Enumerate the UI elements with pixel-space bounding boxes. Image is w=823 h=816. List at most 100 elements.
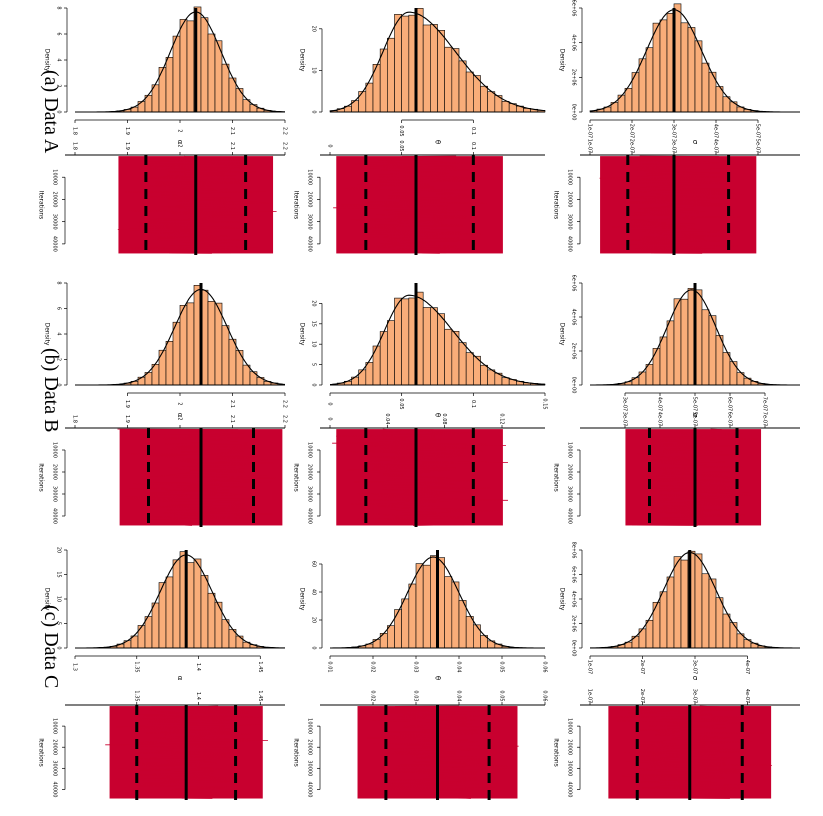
iteration-axis-label: Iterations bbox=[38, 738, 45, 767]
y-tick-label: 6 bbox=[56, 307, 62, 310]
x-tick-label: 3e-07 bbox=[692, 660, 698, 674]
trace-data-a-sigma: 1e-07 2e-07 3e-07 4e-07 5e-07 10000 20000 30000… bbox=[553, 139, 800, 255]
value-tick-label: 0.12 bbox=[499, 413, 505, 424]
histogram-bar bbox=[659, 19, 668, 113]
histogram-bar bbox=[465, 616, 474, 649]
histogram-bar bbox=[372, 639, 381, 649]
histogram-bar bbox=[172, 35, 181, 113]
iteration-axis-label: Iterations bbox=[553, 191, 560, 220]
iteration-tick-label: 40000 bbox=[567, 508, 573, 524]
value-tick-label: 4e-07 bbox=[744, 689, 750, 703]
histogram-bar bbox=[365, 82, 374, 113]
x-tick-label: 0.02 bbox=[370, 661, 376, 672]
trace-line bbox=[613, 705, 772, 799]
value-tick-label: 0.02 bbox=[370, 690, 376, 701]
value-tick-label: 1.8 bbox=[72, 415, 78, 423]
histogram-bar bbox=[652, 22, 661, 113]
y-tick-label: 20 bbox=[311, 26, 317, 32]
histogram-bar bbox=[729, 622, 738, 649]
x-tick-label: 1.4 bbox=[195, 663, 201, 671]
iteration-tick-label: 10000 bbox=[567, 169, 573, 185]
trace-line bbox=[333, 155, 497, 254]
y-tick-label: 4e+06 bbox=[571, 591, 577, 608]
density-curve bbox=[329, 11, 546, 112]
histogram-bar bbox=[729, 101, 738, 113]
value-tick-label: 1.9 bbox=[124, 142, 130, 150]
histogram-bar bbox=[415, 563, 424, 649]
x-tick-label: 0 bbox=[327, 402, 333, 405]
iteration-tick-label: 30000 bbox=[307, 214, 313, 230]
value-tick-label: 3e-07 bbox=[671, 139, 677, 153]
histogram-bar bbox=[708, 578, 717, 649]
value-tick-label: 0.04 bbox=[456, 690, 462, 701]
histogram-bar bbox=[365, 362, 374, 386]
y-tick-label: 2e+06 bbox=[571, 69, 577, 86]
x-tick-label: 0.03 bbox=[413, 661, 419, 672]
value-tick-label: 5e-07 bbox=[755, 139, 761, 153]
histogram-data-b-theta: 0 0.05 0.1 0.15 θ 0 5 10 15 20 Density bbox=[299, 283, 548, 417]
value-tick-label: 0.03 bbox=[413, 690, 419, 701]
x-tick-label: 0.04 bbox=[456, 661, 462, 672]
histogram-bar bbox=[617, 94, 626, 113]
y-tick-label: 0e+00 bbox=[571, 104, 577, 121]
x-tick-label: 3e-07 bbox=[671, 124, 677, 138]
x-axis-label: θ bbox=[434, 140, 442, 144]
iteration-tick-label: 20000 bbox=[52, 739, 58, 755]
y-tick-label: 0e+00 bbox=[571, 640, 577, 657]
histogram-bar bbox=[394, 609, 402, 649]
trace-data-b-theta: 0 0.04 0.08 0.12 10000 20000 30000 40000 Iterati… bbox=[293, 413, 545, 527]
x-tick-label: 2 bbox=[177, 402, 183, 405]
x-tick-label: 0.06 bbox=[542, 661, 548, 672]
iteration-tick-label: 20000 bbox=[307, 464, 313, 480]
iteration-tick-label: 10000 bbox=[52, 442, 58, 458]
y-tick-label: 60 bbox=[311, 561, 317, 567]
x-tick-label: 4e-07 bbox=[657, 397, 663, 411]
x-tick-label: 0.1 bbox=[470, 400, 476, 408]
iteration-axis-label: Iterations bbox=[553, 463, 560, 492]
histogram-bar bbox=[358, 369, 367, 386]
x-axis-label: α bbox=[176, 676, 184, 681]
histogram-bar bbox=[394, 14, 402, 113]
histogram-bar bbox=[458, 60, 467, 113]
y-tick-label: 6e+06 bbox=[571, 0, 577, 16]
histogram-bar bbox=[401, 298, 410, 386]
value-tick-label: 1.8 bbox=[72, 142, 78, 150]
histogram-data-c-theta: 0.01 0.02 0.03 0.04 0.05 0.06 θ 0 20 40 60 Density bbox=[299, 550, 548, 680]
y-tick-label: 2e+06 bbox=[571, 343, 577, 360]
histogram-bar bbox=[680, 298, 689, 386]
value-tick-label: 4e-07 bbox=[657, 412, 663, 426]
density-curve bbox=[329, 294, 546, 386]
histogram-bar bbox=[487, 369, 496, 386]
y-tick-label: 6e+06 bbox=[571, 566, 577, 583]
value-tick-label: 2.2 bbox=[282, 142, 288, 150]
x-tick-label: 1e-07 bbox=[587, 660, 593, 674]
histogram-bar bbox=[465, 352, 474, 386]
x-tick-label: 1.9 bbox=[124, 400, 130, 408]
x-tick-label: 2.2 bbox=[282, 400, 288, 408]
histogram-bar bbox=[422, 24, 431, 113]
y-tick-label: 0 bbox=[311, 646, 317, 649]
x-tick-label: 1.9 bbox=[124, 127, 130, 135]
trace-line bbox=[117, 428, 281, 526]
histogram-bar bbox=[437, 313, 445, 386]
x-tick-label: 3e-07 bbox=[622, 397, 628, 411]
trace-line bbox=[105, 705, 269, 799]
histogram-bar bbox=[228, 338, 237, 386]
iteration-tick-label: 10000 bbox=[307, 169, 313, 185]
histogram-data-c-alpha: 1.3 1.35 1.4 1.45 α 0 5 10 15 20 Density bbox=[44, 547, 285, 681]
histogram-bar bbox=[631, 377, 640, 386]
histogram-bar bbox=[701, 573, 710, 649]
y-axis-label: Density bbox=[44, 49, 51, 72]
histogram-bar bbox=[687, 27, 696, 113]
histogram-data-b-alpha: 1.9 2 2.1 2.2 α 0 2 4 6 8 Density bbox=[44, 281, 288, 417]
iteration-axis-label: Iterations bbox=[293, 738, 300, 767]
y-tick-label: 6e+06 bbox=[571, 275, 577, 292]
x-axis-label: θ bbox=[434, 676, 442, 680]
histogram-data-a-sigma: 1e-07 2e-07 3e-07 4e-07 5e-07 σ 0e+00 2e+06 4e+0… bbox=[559, 0, 800, 145]
histogram-bar bbox=[645, 47, 654, 113]
x-tick-label: 0.1 bbox=[470, 127, 476, 135]
value-tick-label: 0 bbox=[327, 144, 333, 147]
y-tick-label: 0 bbox=[56, 110, 62, 113]
trace-line bbox=[332, 428, 509, 526]
x-tick-label: 2.1 bbox=[229, 127, 235, 135]
